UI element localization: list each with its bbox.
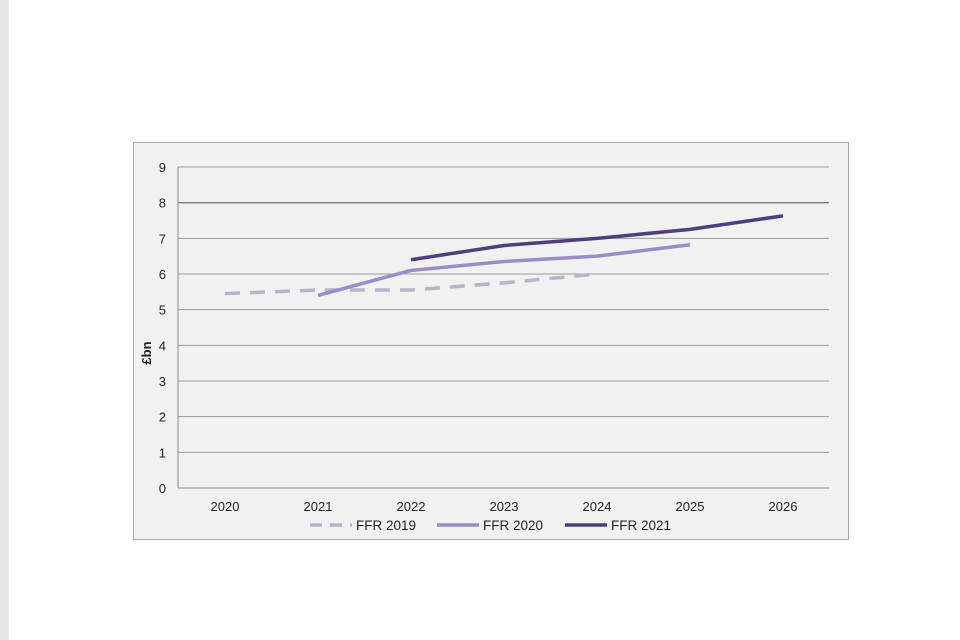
legend: FFR 2019 FFR 2020 FFR 2021 (310, 518, 671, 533)
x-tick-label: 2022 (397, 499, 426, 514)
series-line (410, 214, 784, 262)
legend-label: FFR 2021 (611, 518, 671, 533)
x-tick-label: 2024 (583, 499, 612, 514)
y-tick-label: 3 (159, 374, 166, 389)
x-tick-label: 2023 (490, 499, 519, 514)
x-tick-label: 2026 (769, 499, 798, 514)
x-tick-label: 2021 (304, 499, 333, 514)
x-tick-label: 2020 (211, 499, 240, 514)
series-line (317, 243, 691, 298)
y-tick-label: 0 (159, 481, 166, 496)
axes: 0 1 2 3 4 5 6 7 8 9 2020 2021 2022 2023 2024 2025 2026 (159, 160, 829, 514)
y-tick-label: 1 (159, 445, 166, 460)
legend-label: FFR 2020 (483, 518, 543, 533)
y-tick-label: 8 (159, 196, 166, 211)
series-lines (224, 214, 784, 298)
chart-area (133, 142, 849, 540)
x-tick-label: 2025 (676, 499, 705, 514)
series-line (224, 272, 598, 296)
y-tick-label: 6 (159, 267, 166, 282)
y-axis-title: £bn (139, 341, 154, 364)
y-tick-label: 5 (159, 303, 166, 318)
legend-label: FFR 2019 (356, 518, 416, 533)
gridlines (178, 166, 829, 453)
y-tick-label: 4 (159, 338, 166, 353)
y-tick-label: 9 (159, 160, 166, 175)
y-tick-label: 2 (159, 410, 166, 425)
y-tick-label: 7 (159, 231, 166, 246)
